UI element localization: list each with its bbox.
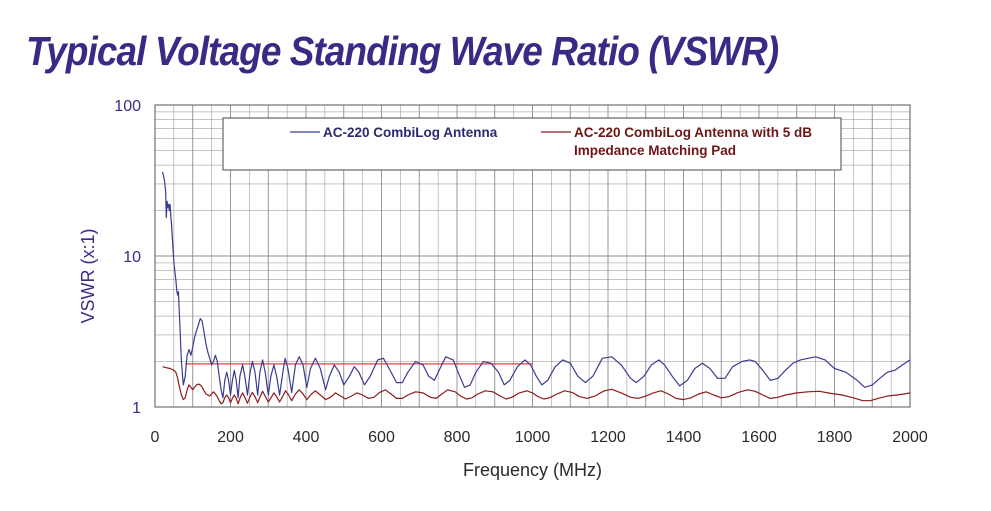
legend-label-series-1: AC-220 CombiLog Antenna [323,125,498,140]
series-group [162,171,911,405]
x-tick-label: 0 [151,429,160,446]
x-tick-label: 600 [368,429,395,446]
x-tick-label: 1800 [817,429,853,446]
legend-box [222,117,842,171]
series-line-1 [162,171,911,399]
y-axis-ticks: 1 10 100 [114,98,141,417]
x-axis-label: Frequency (MHz) [463,460,602,480]
x-tick-label: 1200 [590,429,626,446]
y-axis-label: VSWR (x:1) [78,228,98,323]
legend: AC-220 CombiLog Antenna AC-220 CombiLog … [222,117,842,171]
x-axis-ticks: 0 200 400 600 800 1000 1200 1400 1600 1800 2000 [151,429,928,446]
series-line-2 [162,366,911,405]
x-tick-label: 2000 [892,429,928,446]
y-tick-label: 100 [114,98,141,115]
y-tick-label: 10 [123,249,141,266]
x-tick-label: 400 [293,429,320,446]
x-tick-label: 1400 [666,429,702,446]
chart-title: Typical Voltage Standing Wave Ratio (VSW… [26,28,779,74]
y-tick-label: 1 [132,400,141,417]
x-tick-label: 1600 [741,429,777,446]
plot-frame [154,104,911,408]
x-tick-label: 200 [217,429,244,446]
legend-label-series-2: AC-220 CombiLog Antenna with 5 dB Impedan… [574,125,812,158]
x-tick-label: 1000 [515,429,551,446]
x-tick-label: 800 [444,429,471,446]
